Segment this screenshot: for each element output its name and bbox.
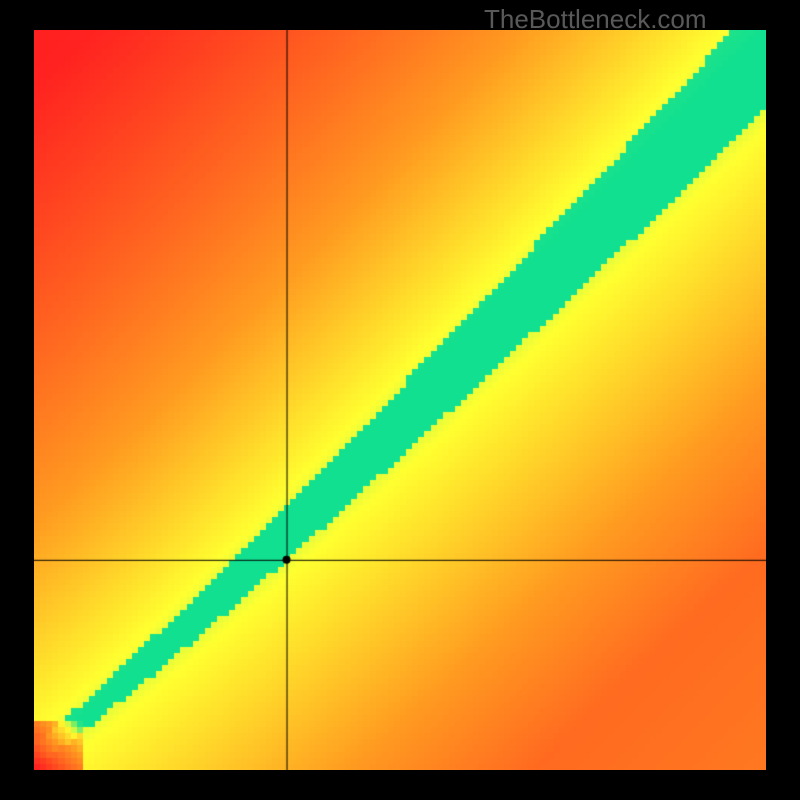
bottleneck-heatmap (34, 30, 766, 770)
heatmap-canvas (34, 30, 766, 770)
watermark-text: TheBottleneck.com (484, 4, 707, 35)
